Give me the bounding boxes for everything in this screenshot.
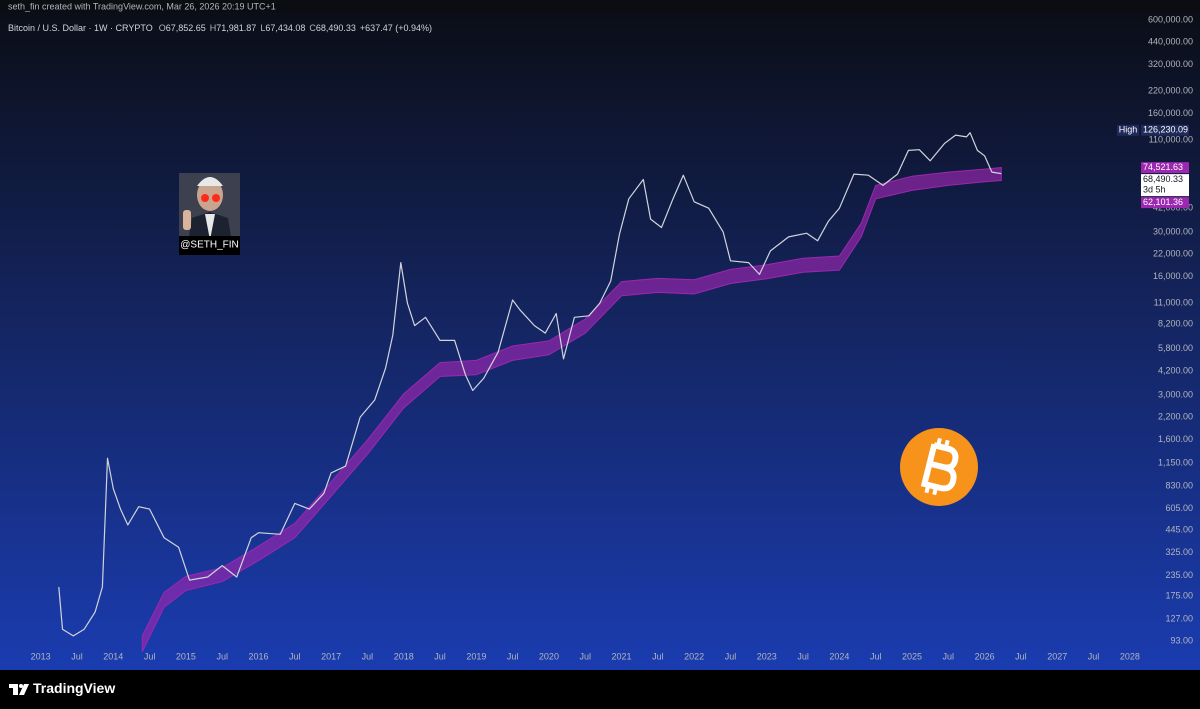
bitcoin-logo bbox=[900, 428, 978, 506]
brand-logo: TradingView bbox=[9, 680, 115, 696]
y-tick-label: 605.00 bbox=[1165, 503, 1193, 513]
x-tick-label: 2018 bbox=[394, 651, 414, 661]
price-label-box bbox=[1141, 162, 1189, 174]
x-tick-label: 2014 bbox=[103, 651, 123, 661]
price-label: 68,490.33 bbox=[1143, 174, 1183, 184]
x-tick-label: 2027 bbox=[1047, 651, 1067, 661]
x-tick-label: Jul bbox=[797, 651, 809, 661]
y-tick-label: 160,000.00 bbox=[1148, 108, 1193, 118]
x-tick-label: Jul bbox=[725, 651, 737, 661]
x-tick-label: Jul bbox=[943, 651, 955, 661]
credit: seth_fin created with TradingView.com, M… bbox=[8, 1, 276, 11]
top-bar bbox=[0, 0, 1200, 12]
y-tick-label: 320,000.00 bbox=[1148, 59, 1193, 69]
y-tick-label: 11,000.00 bbox=[1154, 297, 1193, 307]
x-tick-label: Jul bbox=[434, 651, 446, 661]
y-tick-label: 325.00 bbox=[1165, 547, 1193, 557]
x-tick-label: Jul bbox=[289, 651, 301, 661]
y-tick-label: 1,600.00 bbox=[1158, 434, 1193, 444]
x-tick-label: 2026 bbox=[975, 651, 995, 661]
plot: 600,000.00 440,000.00 320,000.00 220,000.00… bbox=[31, 14, 1193, 661]
price-line bbox=[58, 132, 1002, 637]
avatar-caption: @SETH_FIN bbox=[180, 240, 239, 251]
y-tick-label: 5,800.00 bbox=[1158, 343, 1193, 353]
y-tick-label: 220,000.00 bbox=[1148, 85, 1193, 95]
x-tick-label: Jul bbox=[1015, 651, 1027, 661]
y-tick-label: 2,200.00 bbox=[1158, 411, 1193, 421]
y-tick-label: 830.00 bbox=[1165, 480, 1193, 490]
price-label-tag: High bbox=[1119, 125, 1138, 135]
x-tick-label: 2016 bbox=[248, 651, 268, 661]
y-tick-label: 8,200.00 bbox=[1158, 318, 1193, 328]
chart-background bbox=[0, 12, 1200, 670]
price-label: 62,101.36 bbox=[1143, 197, 1183, 207]
ohlc-key: L bbox=[260, 23, 265, 33]
y-tick-label: 1,150.00 bbox=[1158, 457, 1193, 467]
avatar: @SETH_FIN bbox=[179, 173, 240, 255]
y-tick-label: 235.00 bbox=[1165, 570, 1193, 580]
y-tick-label: 127.00 bbox=[1165, 613, 1193, 623]
price-change: +637.47 (+0.94%) bbox=[360, 23, 432, 33]
x-tick-label: 2020 bbox=[539, 651, 559, 661]
y-tick-label: 93.00 bbox=[1170, 635, 1193, 645]
price-label-box bbox=[1141, 197, 1189, 209]
brand-name: TradingView bbox=[33, 680, 115, 696]
price-label-tag: 3d 5h bbox=[1143, 184, 1166, 194]
x-tick-label: Jul bbox=[1088, 651, 1100, 661]
price-label-box bbox=[1141, 124, 1189, 136]
y-tick-label: 3,000.00 bbox=[1158, 389, 1193, 399]
x-tick-label: Jul bbox=[870, 651, 882, 661]
ma-band bbox=[141, 167, 1002, 652]
y-tick-label: 4,200.00 bbox=[1158, 366, 1193, 376]
ohlc-key: C bbox=[309, 23, 316, 33]
x-tick-label: 2015 bbox=[176, 651, 196, 661]
x-tick-label: 2022 bbox=[684, 651, 704, 661]
x-tick-label: 2024 bbox=[829, 651, 849, 661]
y-tick-label: 440,000.00 bbox=[1148, 36, 1193, 46]
symbol-title: Bitcoin / U.S. Dollar · 1W · CRYPTO bbox=[8, 23, 153, 33]
price-label-box bbox=[1141, 174, 1189, 197]
x-tick-label: 2028 bbox=[1120, 651, 1140, 661]
symbol-legend: Bitcoin / U.S. Dollar · 1W · CRYPTO O67,8… bbox=[8, 23, 432, 33]
x-tick-label: Jul bbox=[71, 651, 83, 661]
y-tick-label: 600,000.00 bbox=[1148, 14, 1193, 24]
y-tick-label: 445.00 bbox=[1165, 525, 1193, 535]
price-label: 74,521.63 bbox=[1143, 162, 1183, 172]
bottom-bar bbox=[0, 670, 1200, 709]
x-tick-label: 2021 bbox=[612, 651, 632, 661]
ohlc-value: 68,490.33 bbox=[316, 23, 356, 33]
x-tick-label: 2019 bbox=[466, 651, 486, 661]
ohlc-key: H bbox=[210, 23, 217, 33]
x-tick-label: Jul bbox=[144, 651, 156, 661]
price-label-tag-box bbox=[1117, 124, 1139, 136]
y-tick-label: 175.00 bbox=[1165, 591, 1193, 601]
x-tick-label: Jul bbox=[652, 651, 664, 661]
x-tick-label: Jul bbox=[579, 651, 591, 661]
x-tick-label: 2025 bbox=[902, 651, 922, 661]
x-tick-label: 2023 bbox=[757, 651, 777, 661]
price-label: 126,230.09 bbox=[1143, 125, 1188, 135]
ohlc-value: 67,434.08 bbox=[265, 23, 305, 33]
y-tick-label: 16,000.00 bbox=[1153, 271, 1193, 281]
ohlc-value: 67,852.65 bbox=[166, 23, 206, 33]
x-tick-label: Jul bbox=[362, 651, 374, 661]
y-tick-label: 110,000.00 bbox=[1149, 134, 1193, 144]
ohlc-key: O bbox=[159, 23, 166, 33]
x-tick-label: Jul bbox=[507, 651, 519, 661]
x-tick-label: Jul bbox=[216, 651, 228, 661]
y-tick-label: 30,000.00 bbox=[1153, 226, 1193, 236]
x-tick-label: 2017 bbox=[321, 651, 341, 661]
ohlc-value: 71,981.87 bbox=[216, 23, 256, 33]
x-tick-label: 2013 bbox=[31, 651, 51, 661]
y-tick-label: 22,000.00 bbox=[1153, 248, 1193, 258]
